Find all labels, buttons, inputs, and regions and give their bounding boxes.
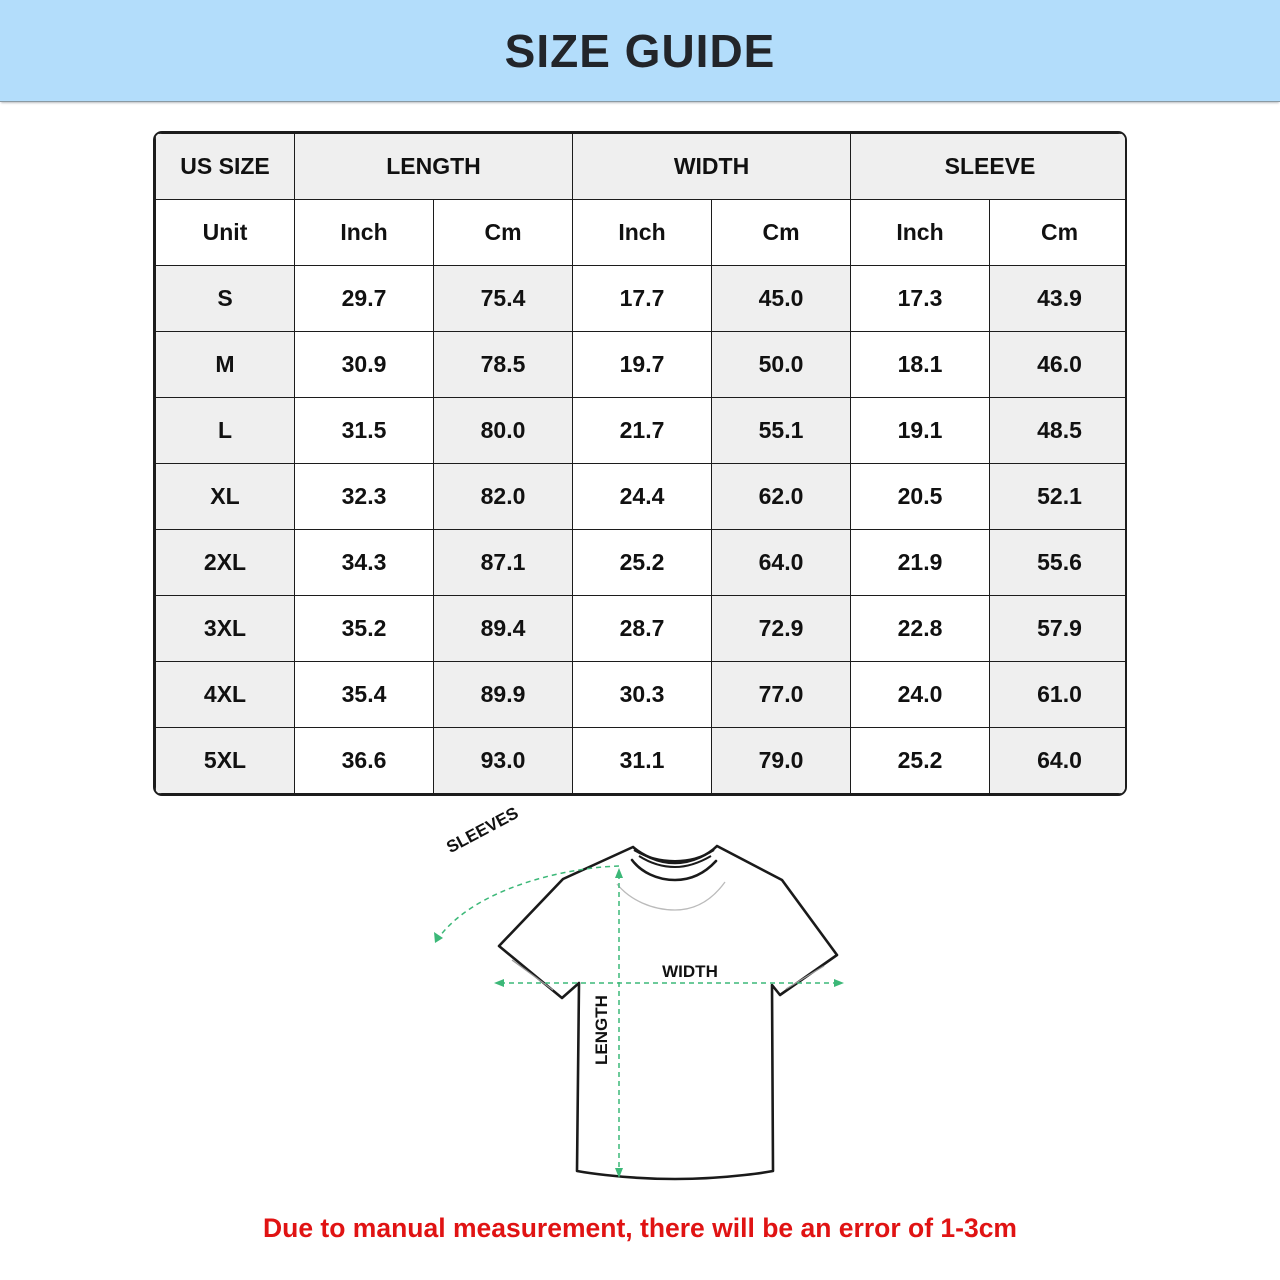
svg-text:WIDTH: WIDTH (662, 962, 718, 981)
svg-text:SLEEVES: SLEEVES (443, 803, 521, 857)
svg-text:LENGTH: LENGTH (592, 995, 611, 1065)
